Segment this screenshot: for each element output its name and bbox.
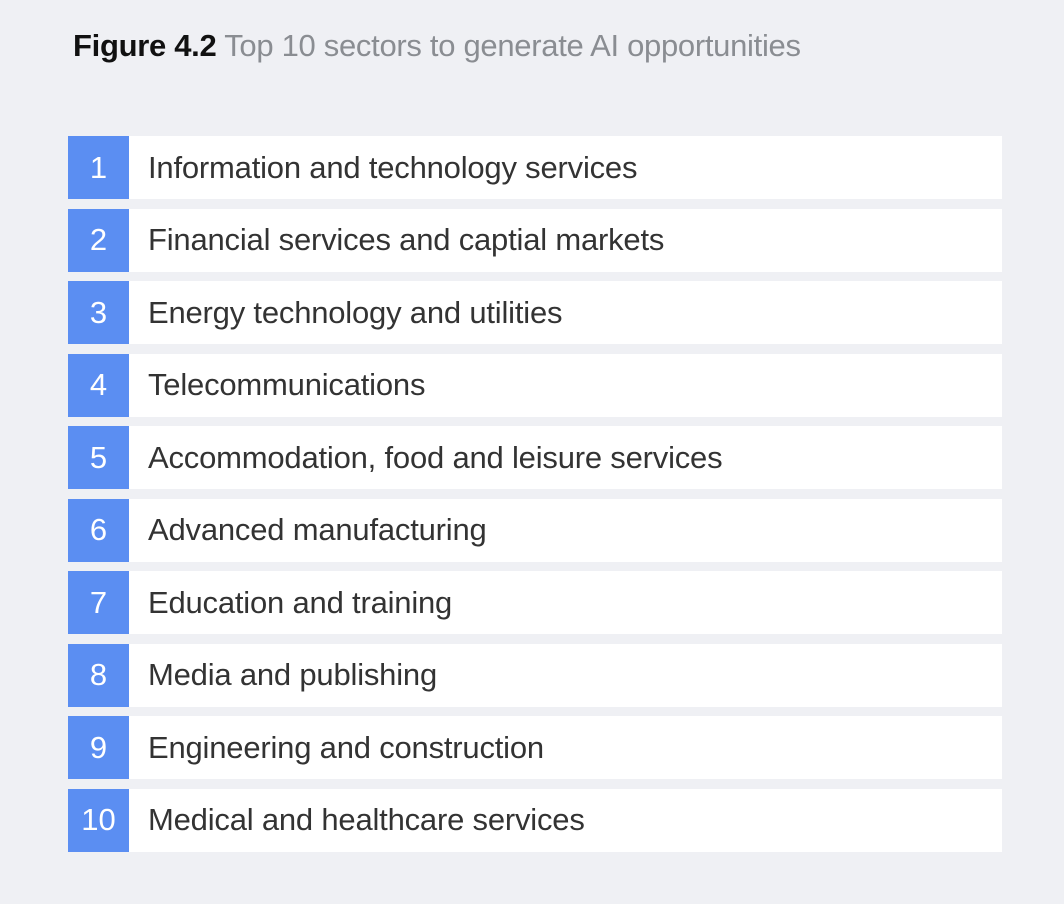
rank-number: 4 (68, 353, 129, 417)
rank-number: 5 (68, 426, 129, 489)
ranking-row: 9 Engineering and construction (68, 716, 1002, 779)
ranking-row: 10 Medical and healthcare services (68, 788, 1002, 852)
ranking-list: 1 Information and technology services 2 Fin… (68, 136, 1002, 861)
ranking-row: 3 Energy technology and utilities (68, 281, 1002, 344)
figure-label: Figure 4.2 (73, 28, 217, 63)
ranking-row: 5 Accommodation, food and leisure service… (68, 426, 1002, 489)
rank-number: 1 (68, 136, 129, 199)
sector-label: Education and training (129, 571, 1002, 634)
sector-label: Medical and healthcare services (129, 788, 1002, 852)
ranking-row: 4 Telecommunications (68, 353, 1002, 417)
ranking-row: 1 Information and technology services (68, 136, 1002, 199)
rank-number: 7 (68, 571, 129, 634)
sector-label: Media and publishing (129, 643, 1002, 707)
rank-number: 10 (68, 788, 129, 852)
ranking-row: 6 Advanced manufacturing (68, 498, 1002, 562)
ranking-row: 2 Financial services and captial markets (68, 208, 1002, 272)
sector-label: Engineering and construction (129, 716, 1002, 779)
sector-label: Information and technology services (129, 136, 1002, 199)
rank-number: 8 (68, 643, 129, 707)
figure-title-text: Top 10 sectors to generate AI opportunit… (224, 28, 801, 63)
ranking-row: 7 Education and training (68, 571, 1002, 634)
rank-number: 2 (68, 208, 129, 272)
figure-title: Figure 4.2 Top 10 sectors to generate AI… (73, 26, 801, 66)
sector-label: Accommodation, food and leisure services (129, 426, 1002, 489)
ranking-row: 8 Media and publishing (68, 643, 1002, 707)
sector-label: Financial services and captial markets (129, 208, 1002, 272)
sector-label: Energy technology and utilities (129, 281, 1002, 344)
sector-label: Advanced manufacturing (129, 498, 1002, 562)
rank-number: 9 (68, 716, 129, 779)
rank-number: 6 (68, 498, 129, 562)
sector-label: Telecommunications (129, 353, 1002, 417)
rank-number: 3 (68, 281, 129, 344)
